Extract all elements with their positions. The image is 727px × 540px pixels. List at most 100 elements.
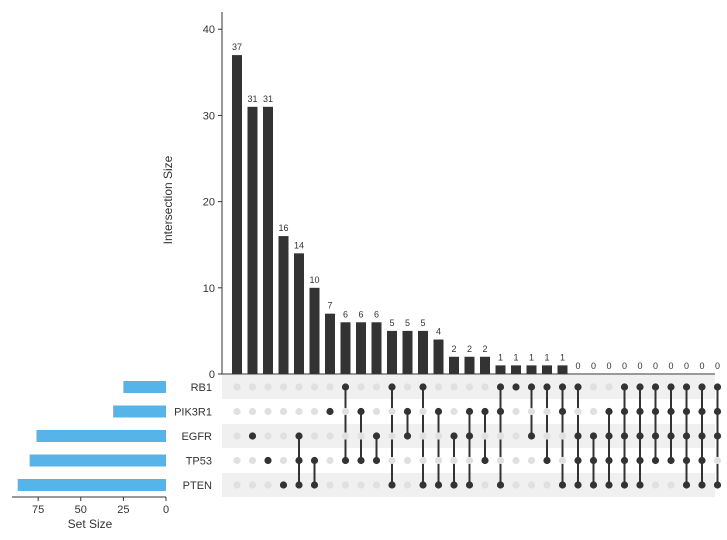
- intersection-bar: [325, 313, 335, 374]
- intersection-bar-label: 6: [343, 309, 348, 319]
- matrix-dot-inactive: [295, 383, 303, 391]
- intersection-bar: [309, 287, 320, 374]
- matrix-dot-active: [651, 383, 660, 391]
- intersection-bar: [433, 339, 444, 374]
- matrix-dot-inactive: [357, 432, 365, 440]
- matrix-dot-active: [605, 432, 613, 440]
- matrix-dot-inactive: [248, 456, 257, 465]
- intersection-bar-label: 0: [715, 361, 720, 371]
- matrix-dot-inactive: [264, 481, 272, 489]
- matrix-dot-active: [310, 456, 319, 465]
- matrix-dot-active: [636, 456, 644, 465]
- matrix-dot-inactive: [388, 432, 396, 440]
- intersection-bar-label: 5: [405, 318, 410, 328]
- set-name-pik3r1: PIK3R1: [174, 407, 212, 419]
- intersection-bar: [294, 253, 304, 374]
- matrix-dot-active: [434, 481, 443, 489]
- matrix-dot-inactive: [496, 456, 505, 465]
- matrix-dot-inactive: [310, 383, 319, 391]
- intersection-bar-label: 31: [263, 94, 273, 104]
- intersection-bar-label: 1: [560, 352, 565, 362]
- intersection-bar: [480, 356, 490, 374]
- matrix-dot-inactive: [651, 481, 660, 489]
- matrix-dot-active: [605, 481, 613, 489]
- matrix-dot-inactive: [419, 432, 427, 440]
- matrix-dot-active: [667, 456, 675, 465]
- set-size-bar-tp53: [29, 454, 166, 467]
- y-tick-label: 20: [203, 197, 215, 209]
- intersection-bar-label: 2: [482, 344, 487, 354]
- intersection-bars: [232, 55, 568, 375]
- matrix-dot-active: [651, 456, 660, 465]
- intersection-bar-label: 4: [436, 327, 441, 337]
- matrix-dot-active: [682, 481, 691, 489]
- matrix-dot-active: [651, 432, 660, 440]
- matrix-dot-inactive: [512, 481, 520, 489]
- matrix-dot-inactive: [233, 383, 241, 391]
- matrix-dot-inactive: [403, 456, 412, 465]
- matrix-dot-inactive: [372, 383, 381, 391]
- matrix-dot-active: [403, 432, 412, 440]
- matrix-dot-active: [636, 407, 644, 416]
- matrix-dot-active: [558, 407, 567, 416]
- matrix-dot-active: [388, 481, 396, 489]
- intersection-bar-label: 31: [247, 94, 257, 104]
- intersection-bar-label: 0: [653, 361, 658, 371]
- matrix-dot-active: [574, 456, 582, 465]
- matrix-dot-active: [496, 481, 505, 489]
- y-tick-label: 40: [203, 24, 215, 36]
- intersection-bar: [449, 356, 459, 374]
- matrix-dot-inactive: [388, 407, 396, 416]
- matrix-dot-inactive: [667, 481, 675, 489]
- matrix-dot-active: [465, 481, 474, 489]
- intersection-bar-label: 0: [637, 361, 642, 371]
- matrix-dot-active: [605, 407, 613, 416]
- matrix-dot-inactive: [450, 407, 458, 416]
- matrix-dot-inactive: [357, 383, 365, 391]
- matrix-dot-inactive: [233, 432, 241, 440]
- matrix-dot-inactive: [248, 481, 257, 489]
- matrix-dot-active: [419, 383, 427, 391]
- matrix-dot-inactive: [434, 432, 443, 440]
- matrix-dot-inactive: [341, 432, 350, 440]
- matrix-dot-active: [620, 432, 629, 440]
- matrix-dot-active: [527, 432, 536, 440]
- matrix-dot-active: [713, 481, 722, 489]
- intersection-bar-label: 10: [309, 275, 319, 285]
- matrix-dot-inactive: [310, 407, 319, 416]
- matrix-dot-inactive: [527, 456, 536, 465]
- matrix-dot-active: [465, 407, 474, 416]
- matrix-dot-active: [419, 481, 427, 489]
- intersection-bar: [511, 365, 521, 374]
- y-axis-label: Intersection Size: [161, 155, 175, 244]
- intersection-bar-label: 0: [575, 361, 580, 371]
- intersection-bar: [340, 322, 351, 374]
- set-size-bar-rb1: [123, 381, 166, 393]
- matrix-dot-active: [682, 432, 691, 440]
- intersection-bar-label: 16: [278, 223, 288, 233]
- set-name-pten: PTEN: [183, 480, 212, 492]
- set-name-egfr: EGFR: [181, 431, 212, 443]
- matrix-dot-inactive: [465, 456, 474, 465]
- matrix-dot-inactive: [450, 456, 458, 465]
- matrix-dot-active: [682, 456, 691, 465]
- matrix-dot-active: [574, 383, 582, 391]
- matrix-dot-active: [450, 432, 458, 440]
- matrix-dot-inactive: [326, 481, 334, 489]
- set-name-rb1: RB1: [191, 382, 212, 394]
- intersection-bar-label: 0: [622, 361, 627, 371]
- intersection-bar-label: 0: [591, 361, 596, 371]
- matrix-dot-active: [388, 383, 396, 391]
- matrix-dot-active: [636, 481, 644, 489]
- matrix-dot-active: [698, 481, 706, 489]
- matrix-dot-active: [372, 432, 381, 440]
- matrix-dot-active: [450, 481, 458, 489]
- intersection-bar: [247, 106, 258, 375]
- intersection-bar-label: 1: [544, 352, 549, 362]
- matrix-dot-inactive: [713, 456, 722, 465]
- matrix-dot-active: [651, 407, 660, 416]
- matrix-dot-inactive: [341, 407, 350, 416]
- matrix-dot-inactive: [326, 456, 334, 465]
